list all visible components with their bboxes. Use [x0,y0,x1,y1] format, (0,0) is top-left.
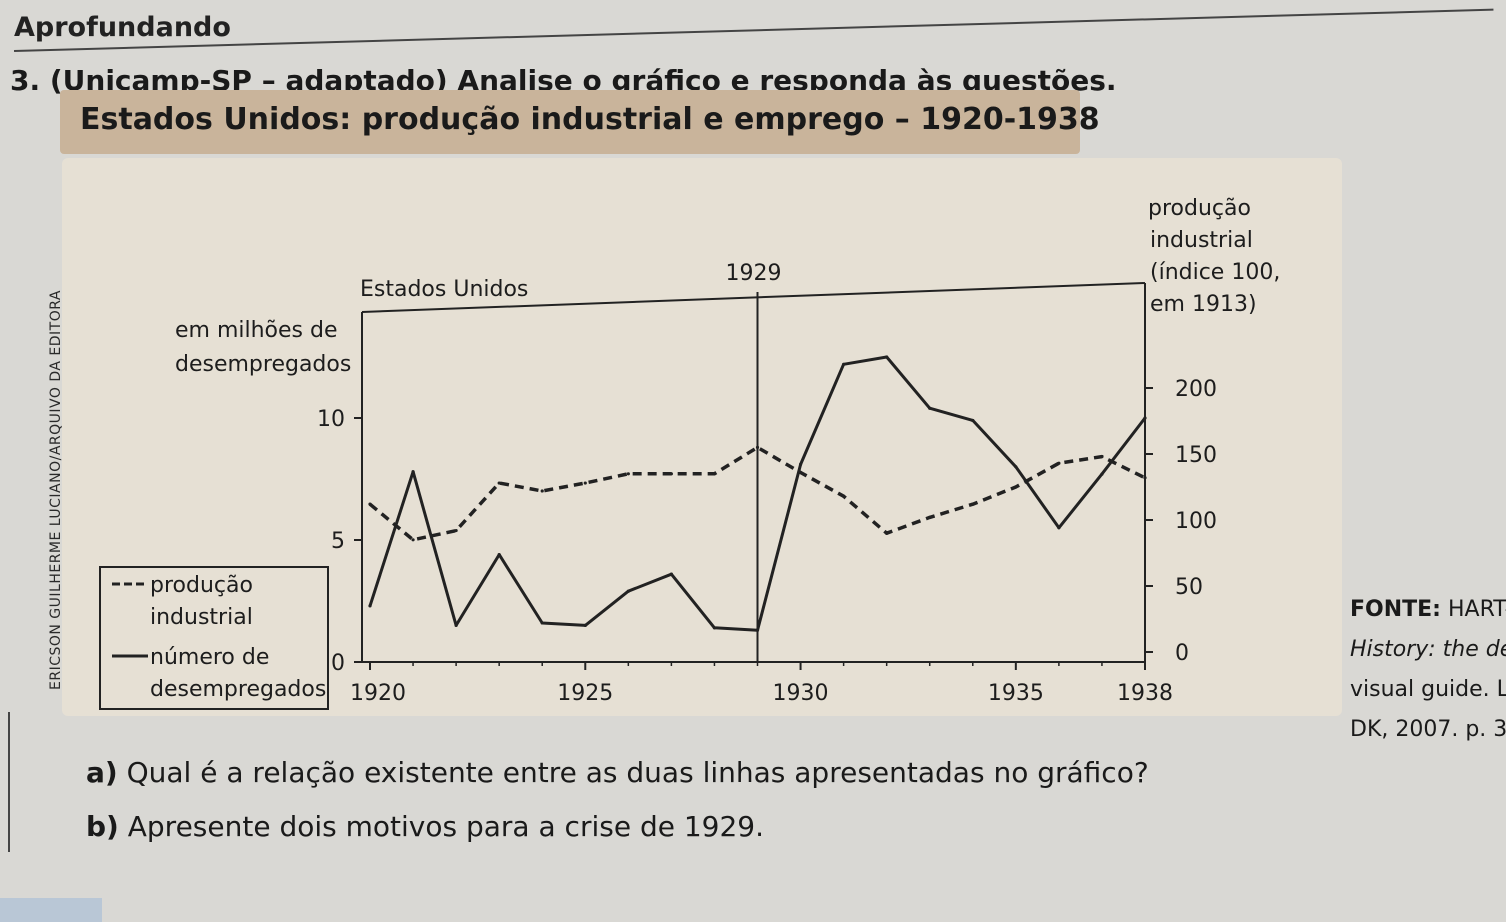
right-tick-label: 50 [1175,575,1203,600]
data-point-desempregados [1100,472,1104,476]
right-axis-label-line2: industrial [1150,228,1253,253]
data-point-desempregados [755,628,760,632]
left-tick-label: 0 [331,651,345,676]
x-tick-label: 1935 [988,681,1044,706]
data-point-producao [411,538,415,542]
chart-title: Estados Unidos: produção industrial e em… [80,102,1100,137]
left-tick-label: 5 [331,529,345,554]
data-point-producao [755,445,760,449]
data-point-desempregados [1057,526,1061,530]
legend-label-desempregados-line1: número de [150,645,269,670]
data-point-producao [669,472,673,476]
x-tick-label: 1930 [773,681,829,706]
data-point-desempregados [540,621,544,625]
right-tick-label: 100 [1175,509,1217,534]
section-label: Aprofundando [14,12,231,43]
data-point-desempregados [798,462,803,466]
data-point-producao [1143,476,1147,480]
data-point-desempregados [454,623,458,628]
margin-rule [8,712,10,852]
x-tick-label: 1925 [557,681,613,706]
plot-top-border [361,282,1146,313]
legend-label-producao-line2: industrial [150,605,253,630]
panel-label: Estados Unidos [360,277,528,302]
legend-box [99,566,329,710]
data-point-producao [971,502,975,506]
data-point-producao [1100,455,1104,459]
data-point-desempregados [583,623,587,628]
data-point-producao [540,489,544,493]
legend-label-producao-line1: produção [150,573,253,598]
data-point-desempregados [1014,465,1018,469]
bottom-tab [0,898,102,922]
data-point-desempregados [368,604,372,608]
source-label: FONTE: [1350,597,1441,622]
data-point-desempregados [626,589,630,593]
legend-label-desempregados-line2: desempregados [150,677,326,702]
data-point-desempregados [411,470,415,474]
source-note: FONTE: HART- History: the def visual gui… [1350,590,1506,750]
data-point-producao [712,472,717,476]
data-point-desempregados [842,362,846,366]
left-tick-label: 10 [317,407,345,432]
data-point-producao [1014,485,1018,489]
data-point-producao [497,481,501,485]
source-line1: HART- [1447,597,1506,622]
data-point-desempregados [928,406,932,410]
data-point-desempregados [1143,416,1147,420]
question-a-text: Qual é a relação existente entre as duas… [126,756,1149,789]
data-point-producao [842,494,846,498]
year-1929-label: 1929 [726,261,782,286]
source-line4: DK, 2007. p. 3 [1350,717,1506,742]
question-b-text: Apresente dois motivos para a crise de 1… [127,810,765,843]
chart-title-band [60,90,1080,154]
data-point-desempregados [669,572,673,576]
source-line3: visual guide. L [1350,677,1506,702]
x-tick-label: 1938 [1117,681,1173,706]
left-axis-label-line1: em milhões de [175,318,338,343]
data-point-producao [368,502,372,506]
x-tick-label: 1920 [350,681,406,706]
data-point-producao [1057,461,1061,465]
right-axis-label-line4: em 1913) [1150,292,1257,317]
right-tick-label: 200 [1175,377,1217,402]
data-point-producao [454,528,458,533]
data-point-producao [885,531,889,535]
question-a-letter: a) [86,756,118,789]
source-line2: History: the def [1350,637,1506,662]
data-point-producao [626,472,630,476]
data-point-producao [928,515,932,519]
question-a: a) Qual é a relação existente entre as d… [86,756,1149,789]
question-b: b) Apresente dois motivos para a crise d… [86,810,764,843]
right-axis-label-line3: (índice 100, [1150,260,1280,285]
left-axis-label-line2: desempregados [175,352,351,377]
data-point-producao [583,481,587,485]
data-point-desempregados [712,626,717,630]
right-tick-label: 150 [1175,443,1217,468]
right-tick-label: 0 [1175,641,1189,666]
data-point-desempregados [497,553,501,557]
right-axis-label-line1: produção [1148,196,1251,221]
data-point-desempregados [971,418,975,423]
question-b-letter: b) [86,810,119,843]
data-point-desempregados [885,355,889,359]
